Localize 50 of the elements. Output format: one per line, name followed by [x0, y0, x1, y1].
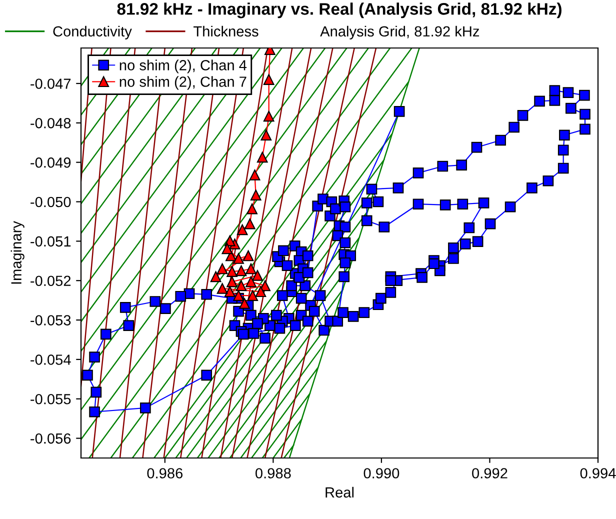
- point: [246, 263, 256, 274]
- point: [247, 290, 258, 301]
- point: [260, 130, 272, 141]
- x-tick-label: 0.990: [364, 468, 400, 478]
- point: [244, 218, 256, 230]
- legend-label: Thickness: [194, 26, 258, 37]
- point: [236, 224, 248, 236]
- y-tick-label: -0.050: [30, 196, 71, 208]
- legend-label: no shim (2), Chan 7: [120, 76, 246, 90]
- point: [250, 190, 262, 200]
- point: [226, 266, 238, 277]
- x-axis-title: Real: [326, 486, 354, 498]
- chart-title: 81.92 kHz - Imaginary vs. Real (Analysis Grid, 81.92 kHz): [117, 2, 562, 18]
- point: [216, 283, 228, 294]
- x-tick-label: 0.994: [580, 468, 616, 478]
- point: [233, 290, 244, 301]
- y-tick-label: -0.048: [30, 118, 71, 128]
- point: [263, 74, 274, 85]
- point: [242, 250, 254, 262]
- y-tick-label: -0.049: [30, 157, 71, 168]
- x-tick-label: 0.988: [256, 468, 291, 478]
- point: [210, 271, 222, 282]
- x-tick-label: 0.992: [472, 468, 508, 478]
- point: [263, 110, 274, 122]
- y-tick-label: -0.056: [30, 433, 71, 444]
- y-tick-label: -0.053: [30, 315, 71, 326]
- point: [222, 243, 233, 254]
- point: [246, 203, 258, 214]
- legend-label: Conductivity: [53, 26, 132, 40]
- point: [236, 265, 247, 276]
- point: [226, 276, 238, 288]
- point: [256, 152, 268, 163]
- y-tick-label: -0.055: [30, 394, 71, 404]
- point: [246, 276, 256, 288]
- legend-label: no shim (2), Chan 4: [120, 60, 247, 74]
- y-tick-label: -0.051: [30, 236, 71, 247]
- x-tick-label: 0.986: [147, 468, 183, 478]
- point: [239, 298, 250, 309]
- y-tick-label: -0.054: [30, 354, 71, 365]
- y-tick-label: -0.047: [30, 78, 71, 89]
- y-axis-title: Imaginary: [10, 221, 24, 284]
- legend-title: Analysis Grid, 81.92 kHz: [320, 26, 480, 40]
- point: [224, 286, 236, 298]
- point: [249, 170, 260, 180]
- point: [252, 270, 263, 281]
- point: [236, 280, 247, 292]
- point: [216, 263, 228, 274]
- point: [233, 253, 244, 264]
- y-tick-label: -0.052: [30, 276, 71, 286]
- point: [255, 286, 266, 298]
